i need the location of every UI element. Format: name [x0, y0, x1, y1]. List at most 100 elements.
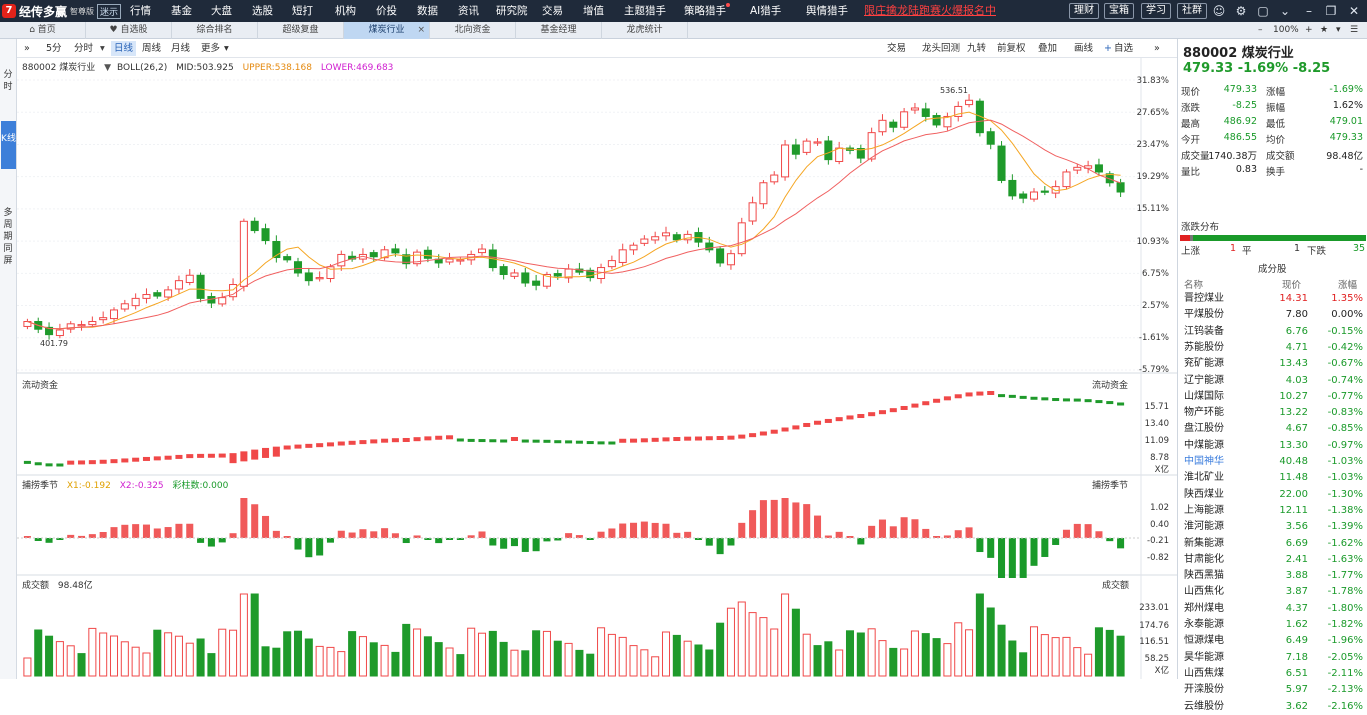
col-header-change[interactable]: 涨幅 — [1338, 280, 1358, 291]
nav-theme-hunter[interactable]: 主题猎手 — [624, 5, 666, 17]
constituent-row[interactable]: 恒源煤电 6.49 -1.96% — [1178, 633, 1367, 649]
constituent-row[interactable]: 中煤能源 13.30 -0.97% — [1178, 438, 1367, 454]
tab-northbound[interactable]: 北向资金 — [430, 22, 516, 39]
rail-timeshare[interactable]: 分时 — [3, 70, 13, 92]
zoom-minus-icon[interactable]: – — [1258, 25, 1263, 35]
constituent-row[interactable]: 中国神华 40.48 -1.03% — [1178, 454, 1367, 470]
btn-backtest[interactable]: 龙头回测 — [922, 43, 961, 54]
capture-right-title[interactable]: 捕捞季节 — [1092, 481, 1129, 491]
btn-overlay[interactable]: 叠加 — [1038, 43, 1058, 54]
chevron-down-icon[interactable]: ⌄ — [1279, 4, 1291, 18]
constituent-row[interactable]: 盘江股份 4.67 -0.85% — [1178, 421, 1367, 437]
btn-baoxiang[interactable]: 宝箱 — [1104, 3, 1134, 19]
version-badge[interactable]: 迷示 — [97, 3, 122, 19]
constituent-row[interactable]: 上海能源 12.11 -1.38% — [1178, 503, 1367, 519]
btn-adjust[interactable]: 前复权 — [997, 43, 1026, 54]
constituent-row[interactable]: 新集能源 6.69 -1.62% — [1178, 536, 1367, 552]
more-dropdown-icon[interactable]: ▾ — [224, 43, 229, 54]
window-icon[interactable]: ▢ — [1257, 4, 1269, 18]
tab-list-icon[interactable]: ☰ — [1350, 25, 1359, 35]
nav-fund[interactable]: 基金 — [171, 5, 192, 17]
minimize-icon[interactable]: – — [1306, 4, 1312, 18]
nav-research[interactable]: 研究院 — [496, 5, 528, 17]
constituent-row[interactable]: 陕西煤业 22.00 -1.30% — [1178, 487, 1367, 503]
period-weekly[interactable]: 周线 — [142, 43, 162, 54]
constituent-row[interactable]: 淮河能源 3.56 -1.39% — [1178, 519, 1367, 535]
constituent-row[interactable]: 昊华能源 7.18 -2.05% — [1178, 650, 1367, 666]
nav-market[interactable]: 大盘 — [211, 5, 232, 17]
tab-watchlist[interactable]: ♥ 自选股 — [86, 22, 172, 39]
constituent-row[interactable]: 甘肃能化 2.41 -1.63% — [1178, 552, 1367, 568]
col-header-name[interactable]: 名称 — [1184, 280, 1204, 291]
tab-review[interactable]: 超级复盘 — [258, 22, 344, 39]
constituent-row[interactable]: 苏能股份 4.71 -0.42% — [1178, 340, 1367, 356]
constituent-row[interactable]: 辽宁能源 4.03 -0.74% — [1178, 373, 1367, 389]
tab-dragon-tiger[interactable]: 龙虎统计 — [602, 22, 688, 39]
btn-trade[interactable]: 交易 — [887, 43, 907, 54]
nav-value[interactable]: 价投 — [376, 5, 397, 17]
rail-kline[interactable]: K线 — [1, 121, 16, 169]
nav-sentiment-hunter[interactable]: 舆情猎手 — [806, 5, 848, 17]
constituent-row[interactable]: 山煤国际 10.27 -0.77% — [1178, 389, 1367, 405]
star-icon[interactable]: ★ — [1320, 25, 1329, 35]
period-timeshare[interactable]: 分时 — [74, 43, 94, 54]
nav-strategy-hunter[interactable]: 策略猎手 — [684, 5, 726, 17]
period-more[interactable]: 更多 — [201, 43, 221, 54]
tab-ranking[interactable]: 综合排名 — [172, 22, 258, 39]
constituent-row[interactable]: 开滦股份 5.97 -2.13% — [1178, 682, 1367, 698]
btn-nine-turn[interactable]: 九转 — [967, 43, 987, 54]
close-tab-icon[interactable]: × — [417, 25, 425, 35]
constituent-row[interactable]: 山西焦化 3.87 -1.78% — [1178, 584, 1367, 600]
constituent-row[interactable]: 云维股份 3.62 -2.16% — [1178, 699, 1367, 715]
constituent-row[interactable]: 永泰能源 1.62 -1.82% — [1178, 617, 1367, 633]
nav-short[interactable]: 短打 — [292, 5, 313, 17]
nav-hangqing[interactable]: 行情 — [130, 5, 151, 17]
volume-right-title[interactable]: 成交额 — [1102, 581, 1130, 591]
btn-licai[interactable]: 理财 — [1069, 3, 1099, 19]
btn-community[interactable]: 社群 — [1177, 3, 1207, 19]
promo-link[interactable]: 限庄擒龙陆跑赛火爆报名中 — [864, 4, 996, 17]
nav-plus[interactable]: 增值 — [583, 5, 604, 17]
restore-icon[interactable]: ❐ — [1325, 4, 1337, 18]
nav-news[interactable]: 资讯 — [458, 5, 479, 17]
indicator-label[interactable]: BOLL(26,2) — [117, 63, 168, 73]
constituent-row[interactable]: 兖矿能源 13.43 -0.67% — [1178, 356, 1367, 372]
constituent-row[interactable]: 晋控煤业 14.31 1.35% — [1178, 291, 1367, 307]
col-header-price[interactable]: 现价 — [1282, 280, 1302, 291]
tab-coal[interactable]: 煤炭行业 × — [344, 22, 430, 39]
nav-institution[interactable]: 机构 — [335, 5, 356, 17]
user-icon[interactable]: ☺ — [1212, 4, 1226, 18]
btn-draw[interactable]: 画线 — [1074, 43, 1094, 54]
expand-left-icon[interactable]: » — [24, 43, 30, 54]
nav-data[interactable]: 数据 — [417, 5, 438, 17]
constituent-row[interactable]: 郑州煤电 4.37 -1.80% — [1178, 601, 1367, 617]
period-5min[interactable]: 5分 — [46, 43, 62, 54]
add-icon[interactable]: + — [1104, 43, 1112, 54]
gear-icon[interactable]: ⚙ — [1235, 4, 1247, 18]
collapse-right-icon[interactable]: » — [1154, 43, 1160, 54]
constituent-row[interactable]: 陕西黑猫 3.88 -1.77% — [1178, 568, 1367, 584]
period-dropdown-icon[interactable]: ▾ — [100, 43, 105, 54]
indicator-dropdown-icon[interactable]: ▼ — [104, 63, 112, 73]
zoom-plus-icon[interactable]: + — [1305, 25, 1313, 35]
tab-menu-icon[interactable]: ▾ — [1336, 25, 1341, 35]
btn-study[interactable]: 学习 — [1141, 3, 1171, 19]
constituent-row[interactable]: 淮北矿业 11.48 -1.03% — [1178, 470, 1367, 486]
period-daily[interactable]: 日线 — [111, 41, 137, 56]
tab-home[interactable]: ⌂ 首页 — [0, 22, 86, 39]
constituent-row[interactable]: 山西焦煤 6.51 -2.11% — [1178, 666, 1367, 682]
nav-trade[interactable]: 交易 — [542, 5, 563, 17]
nav-ai-hunter[interactable]: AI猎手 — [750, 5, 782, 17]
rail-multi-period[interactable]: 多周期同屏 — [3, 208, 13, 266]
tab-fund-manager[interactable]: 基金经理 — [516, 22, 602, 39]
close-icon[interactable]: ✕ — [1348, 4, 1360, 18]
app-logo[interactable]: 7 经传多赢 智尊版 迷示 — [2, 3, 122, 19]
btn-watch[interactable]: 自选 — [1114, 43, 1134, 54]
constituent-row[interactable]: 物产环能 13.22 -0.83% — [1178, 405, 1367, 421]
period-monthly[interactable]: 月线 — [171, 43, 191, 54]
kline-chart[interactable] — [0, 0, 1177, 679]
constituent-row[interactable]: 江钨装备 6.76 -0.15% — [1178, 324, 1367, 340]
nav-stock-pick[interactable]: 选股 — [252, 5, 273, 17]
flow-right-title[interactable]: 流动资金 — [1092, 381, 1129, 391]
constituent-row[interactable]: 平煤股份 7.80 0.00% — [1178, 307, 1367, 323]
